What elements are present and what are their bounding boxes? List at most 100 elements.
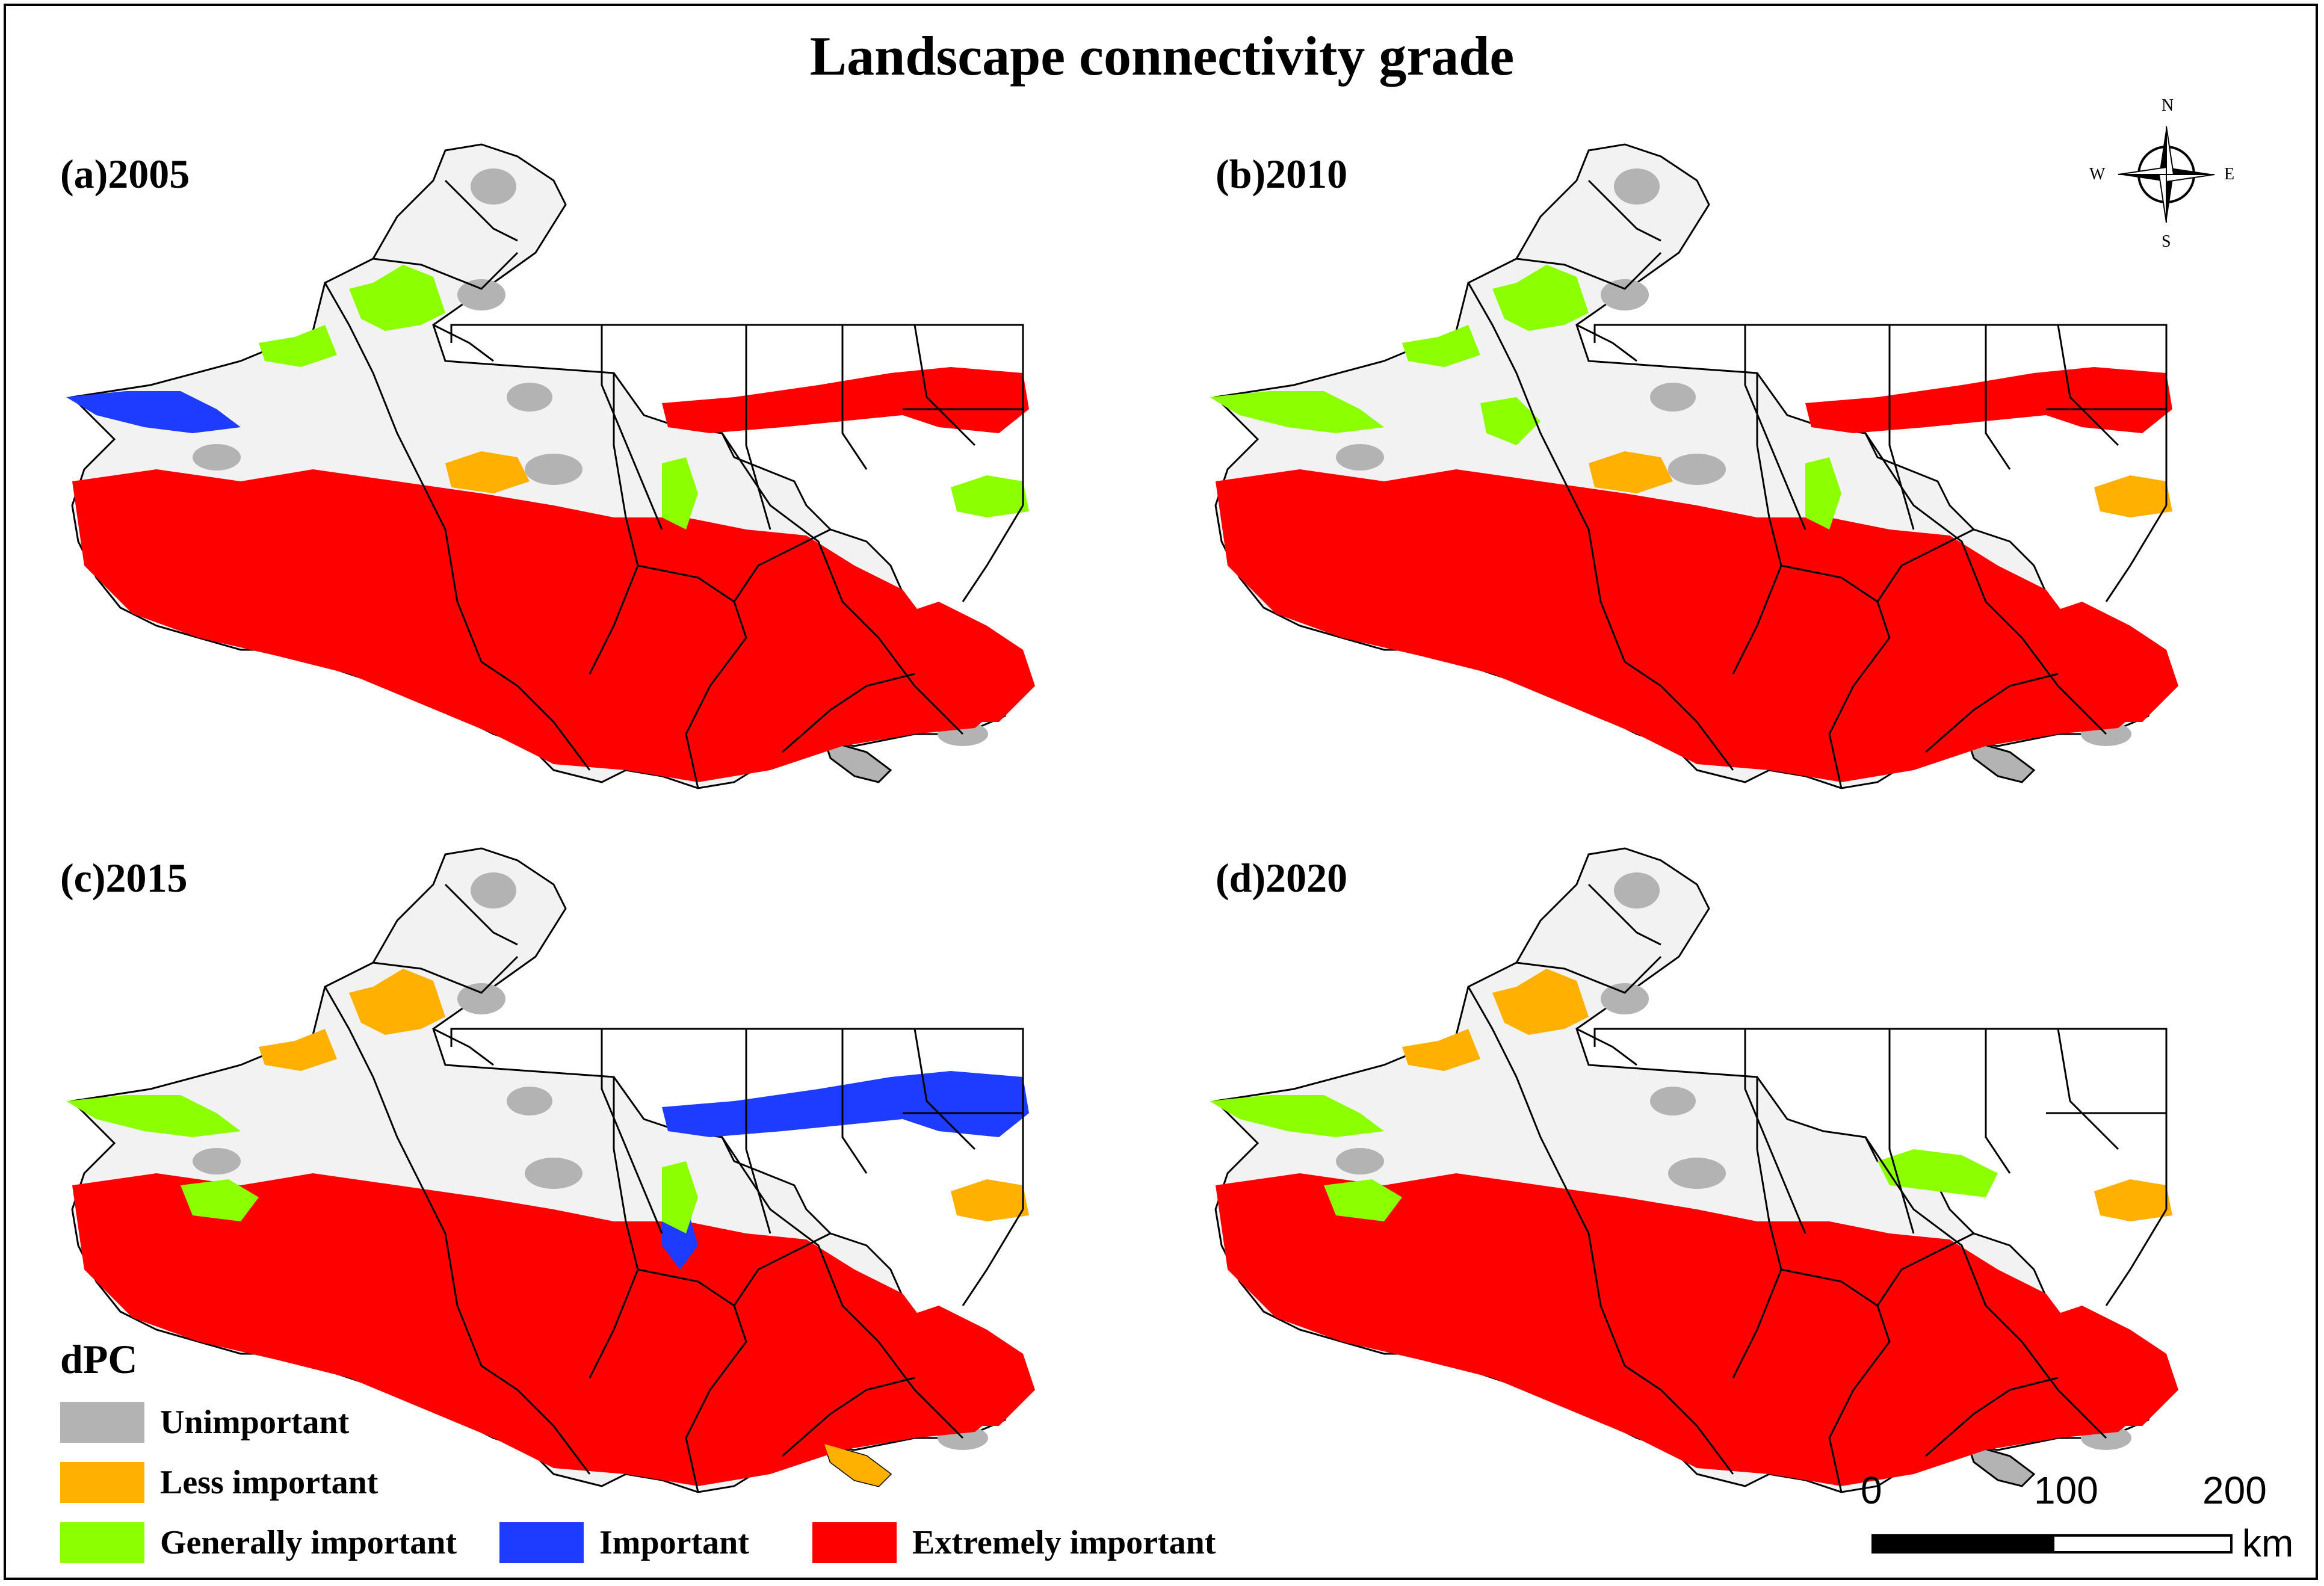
region-map bbox=[66, 847, 1035, 1493]
generally-patch bbox=[259, 325, 337, 367]
county-border bbox=[1587, 179, 1661, 242]
compass-south-label: S bbox=[2162, 232, 2171, 251]
legend-swatch bbox=[60, 1522, 144, 1563]
legend-title: dPC bbox=[60, 1336, 138, 1382]
region-map bbox=[1210, 143, 2178, 789]
generally-patch bbox=[66, 1095, 241, 1137]
scale-tick-label: 0 bbox=[1861, 1469, 1882, 1512]
legend-label: Unimportant bbox=[160, 1404, 350, 1441]
county-border bbox=[589, 1077, 639, 1378]
scale-bar-segment bbox=[2052, 1534, 2233, 1554]
region-tail bbox=[1966, 1442, 2036, 1487]
county-border bbox=[420, 1185, 483, 1366]
county-border bbox=[420, 481, 483, 662]
legend-label: Important bbox=[599, 1524, 749, 1561]
generally-patch bbox=[1805, 457, 1841, 529]
extreme-patch bbox=[72, 469, 1011, 782]
map-layer bbox=[1210, 143, 2178, 789]
panel-label: (c)2015 bbox=[60, 855, 188, 901]
county-border bbox=[1576, 324, 1637, 362]
panel-label: (a)2005 bbox=[60, 151, 190, 197]
unimportant-patch bbox=[193, 1148, 241, 1174]
legend-item-generally-important: Generally important bbox=[60, 1522, 457, 1563]
county-border bbox=[841, 325, 868, 470]
less-patch bbox=[1402, 1029, 1480, 1071]
region-map bbox=[66, 143, 1035, 789]
less-patch bbox=[1492, 969, 1589, 1035]
county-border bbox=[1563, 1185, 1626, 1366]
county-border bbox=[1781, 1268, 1891, 1493]
less-patch bbox=[824, 1444, 891, 1486]
scale-unit-label: km bbox=[2242, 1522, 2294, 1565]
unimportant-patch bbox=[525, 454, 583, 485]
county-border bbox=[1781, 564, 1891, 789]
county-border bbox=[637, 1268, 747, 1493]
county-border bbox=[433, 1028, 494, 1066]
county-border bbox=[1876, 1232, 1974, 1306]
legend-item-less-important: Less important bbox=[60, 1462, 378, 1503]
county-border bbox=[433, 324, 494, 362]
county-border bbox=[1744, 1029, 1806, 1234]
unimportant-patch bbox=[1668, 1158, 1726, 1189]
county-border bbox=[721, 433, 964, 735]
extreme-patch bbox=[1216, 469, 2154, 782]
legend-swatch bbox=[499, 1522, 584, 1563]
map-panel-b: (b)2010 bbox=[1179, 132, 2311, 818]
map-layer bbox=[66, 143, 1035, 789]
generally-patch bbox=[1210, 391, 1384, 433]
unimportant-patch bbox=[525, 1158, 583, 1189]
legend-item-extremely-important: Extremely important bbox=[812, 1522, 1216, 1563]
generally-patch bbox=[662, 457, 698, 529]
county-border bbox=[1732, 373, 1782, 674]
county-border bbox=[372, 251, 519, 290]
scale-tick-label: 100 bbox=[2034, 1469, 2098, 1512]
unimportant-patch bbox=[1614, 872, 1660, 909]
figure-frame bbox=[4, 4, 2318, 1580]
county-border bbox=[733, 1232, 831, 1306]
compass-north-label: N bbox=[2162, 96, 2174, 115]
county-border bbox=[1888, 325, 1915, 530]
county-border bbox=[372, 955, 519, 994]
map-panel-a: (a)2005 bbox=[36, 132, 1167, 818]
county-border bbox=[782, 1377, 915, 1457]
unimportant-patch bbox=[1650, 1087, 1696, 1115]
extreme-patch bbox=[2046, 1306, 2178, 1426]
generally-patch bbox=[1877, 1149, 1998, 1197]
county-border bbox=[2057, 324, 2119, 446]
scale-tick-label: 200 bbox=[2202, 1469, 2267, 1512]
county-border bbox=[1925, 1377, 2059, 1457]
legend-swatch bbox=[812, 1522, 897, 1563]
compass-west-label: W bbox=[2089, 165, 2106, 184]
extreme-patch bbox=[903, 602, 1035, 722]
county-border bbox=[1516, 955, 1662, 994]
unimportant-patch bbox=[507, 383, 552, 412]
county-border bbox=[1563, 481, 1626, 662]
generally-patch bbox=[1210, 1095, 1384, 1137]
north-arrow-compass-icon: N S E W bbox=[2089, 96, 2234, 251]
generally-patch bbox=[1492, 265, 1589, 331]
county-border bbox=[1744, 325, 1806, 530]
unimportant-patch bbox=[1336, 444, 1384, 471]
county-border bbox=[601, 325, 663, 530]
region-map bbox=[1210, 847, 2178, 1493]
map-panel-d: (d)2020 bbox=[1179, 836, 2311, 1522]
legend-item-unimportant: Unimportant bbox=[60, 1402, 349, 1443]
county-border bbox=[1576, 1028, 1637, 1066]
county-border bbox=[962, 505, 1024, 602]
county-border bbox=[745, 325, 771, 530]
unimportant-patch bbox=[1650, 383, 1696, 412]
important-patch bbox=[662, 1071, 1029, 1137]
figure-title: Landscape connectivity grade bbox=[809, 25, 1515, 87]
county-border bbox=[2105, 1209, 2168, 1306]
region-tail bbox=[823, 738, 892, 783]
county-border bbox=[1985, 325, 2011, 470]
map-layer bbox=[66, 847, 1035, 1493]
less-patch bbox=[445, 451, 530, 493]
county-border bbox=[324, 986, 422, 1186]
county-border bbox=[1624, 1365, 1734, 1475]
map-panel-c: (c)2015 bbox=[36, 836, 1167, 1522]
county-border bbox=[1624, 661, 1734, 771]
county-border bbox=[1732, 1077, 1782, 1378]
county-border bbox=[2057, 1028, 2119, 1150]
county-border bbox=[745, 1029, 771, 1234]
